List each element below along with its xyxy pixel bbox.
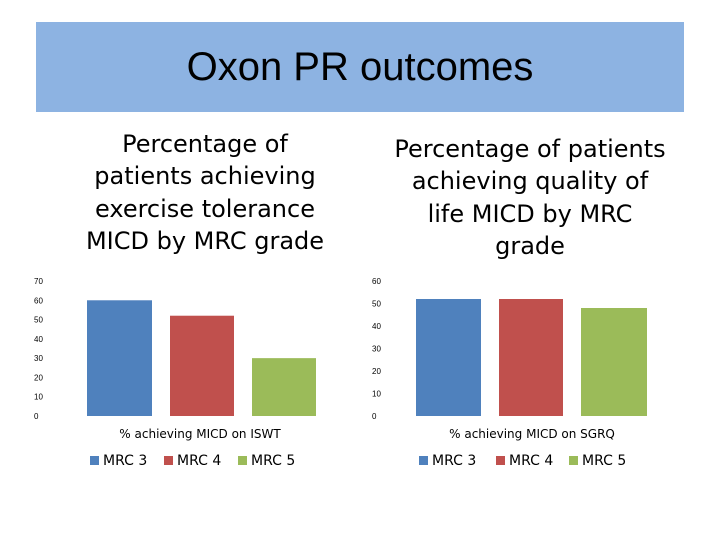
y-tick-label: 50 — [34, 316, 43, 325]
title-bar: Oxon PR outcomes — [36, 22, 684, 112]
x-category-label: % achieving MICD on SGRQ — [449, 427, 615, 441]
y-tick-label: 60 — [372, 277, 381, 286]
bar-mrc-3 — [416, 299, 481, 416]
y-tick-label: 40 — [34, 335, 43, 344]
chart-title-quality-of-life: Percentage of patients achieving quality… — [394, 135, 666, 261]
legend-swatch-mrc-4 — [496, 456, 505, 465]
y-tick-label: 20 — [372, 367, 381, 376]
y-tick-label: 40 — [372, 322, 381, 331]
legend-swatch-mrc-3 — [90, 456, 99, 465]
bar-mrc-5 — [252, 358, 316, 416]
legend-label-mrc-5: MRC 5 — [582, 453, 626, 469]
y-tick-label: 0 — [372, 412, 377, 421]
bar-mrc-4 — [170, 315, 234, 416]
y-tick-label: 10 — [34, 393, 43, 402]
legend-swatch-mrc-5 — [569, 456, 578, 465]
legend-label-mrc-4: MRC 4 — [509, 453, 553, 469]
y-tick-label: 30 — [34, 354, 43, 363]
legend-swatch-mrc-4 — [164, 456, 173, 465]
bar-mrc-4 — [499, 299, 563, 416]
legend-swatch-mrc-5 — [238, 456, 247, 465]
legend-label-mrc-3: MRC 3 — [103, 453, 147, 469]
y-tick-label: 20 — [34, 373, 43, 382]
y-tick-label: 60 — [34, 296, 43, 305]
slide-title: Oxon PR outcomes — [186, 44, 534, 89]
y-tick-label: 0 — [34, 412, 39, 421]
bar-mrc-5 — [581, 308, 647, 416]
legend-label-mrc-5: MRC 5 — [251, 453, 295, 469]
legend-label-mrc-4: MRC 4 — [177, 453, 221, 469]
legend-label-mrc-3: MRC 3 — [432, 453, 476, 469]
y-tick-label: 70 — [34, 277, 43, 286]
y-tick-label: 10 — [372, 390, 381, 399]
chart-title-exercise-tolerance: Percentage of patients achieving exercis… — [85, 130, 325, 256]
x-category-label: % achieving MICD on ISWT — [119, 427, 281, 441]
bar-mrc-3 — [87, 300, 152, 416]
y-tick-label: 50 — [372, 300, 381, 309]
y-tick-label: 30 — [372, 345, 381, 354]
legend-swatch-mrc-3 — [419, 456, 428, 465]
